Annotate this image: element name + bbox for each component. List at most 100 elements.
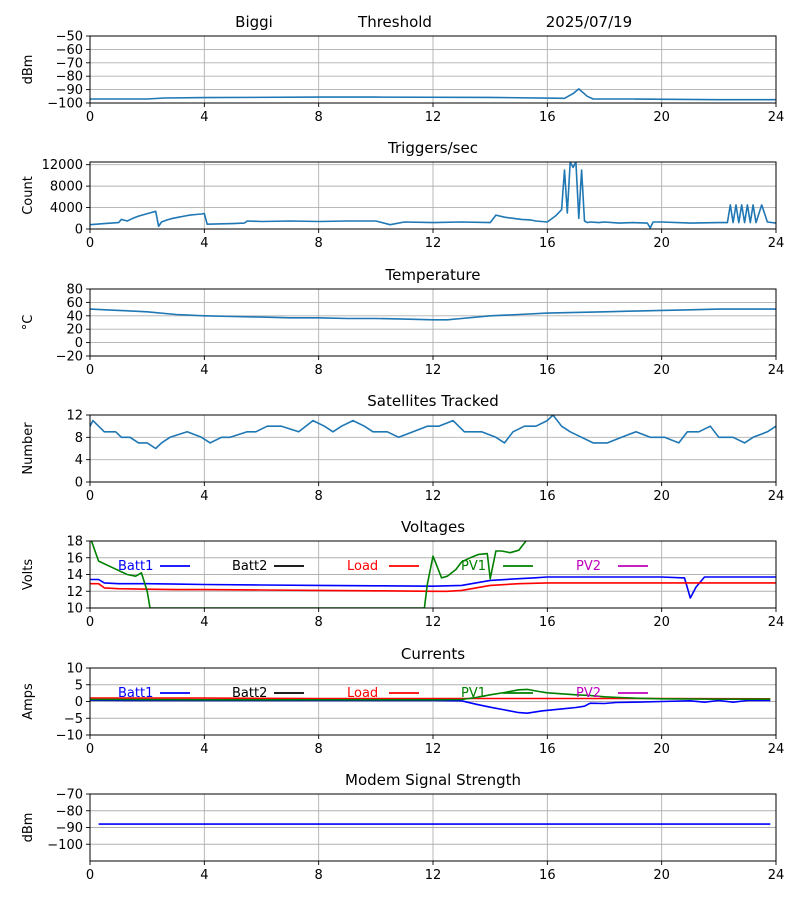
x-tick-label: 8 bbox=[315, 489, 323, 504]
x-tick-label: 12 bbox=[425, 489, 442, 504]
x-tick-label: 12 bbox=[425, 868, 442, 883]
y-tick-label: 10 bbox=[66, 662, 83, 677]
y-tick-label: −10 bbox=[56, 729, 83, 744]
x-tick-label: 16 bbox=[539, 489, 556, 504]
y-tick-label: 18 bbox=[66, 535, 83, 550]
x-tick-label: 0 bbox=[86, 615, 94, 630]
y-axis-label: Volts bbox=[21, 559, 36, 591]
x-tick-label: 12 bbox=[425, 110, 442, 125]
series-line-batt1 bbox=[90, 699, 771, 715]
y-tick-label: −50 bbox=[56, 30, 83, 45]
series-line-satellites bbox=[90, 415, 776, 450]
x-tick-label: 12 bbox=[425, 742, 442, 757]
y-tick-label: 4000 bbox=[50, 201, 83, 216]
x-tick-label: 20 bbox=[653, 236, 670, 251]
y-tick-label: 4 bbox=[75, 453, 83, 468]
x-tick-label: 8 bbox=[315, 110, 323, 125]
x-tick-label: 12 bbox=[425, 236, 442, 251]
series-line-load bbox=[90, 582, 776, 593]
x-tick-label: 24 bbox=[768, 236, 785, 251]
chart-title: Satellites Tracked bbox=[367, 392, 498, 410]
x-tick-label: 4 bbox=[200, 489, 208, 504]
x-tick-label: 24 bbox=[768, 742, 785, 757]
x-tick-label: 4 bbox=[200, 236, 208, 251]
x-tick-label: 8 bbox=[315, 868, 323, 883]
x-tick-label: 24 bbox=[768, 110, 785, 125]
y-tick-label: −20 bbox=[56, 350, 83, 365]
y-axis-label: dBm bbox=[21, 813, 36, 843]
x-tick-label: 16 bbox=[539, 236, 556, 251]
x-tick-label: 16 bbox=[539, 742, 556, 757]
y-tick-label: 0 bbox=[75, 336, 83, 351]
x-tick-label: 20 bbox=[653, 363, 670, 378]
x-tick-label: 0 bbox=[86, 489, 94, 504]
series-line-batt1 bbox=[90, 576, 776, 599]
chart-title: Triggers/sec bbox=[387, 139, 478, 157]
panel-satellites: Satellites Tracked 0 4 8 12 16 20 24 0 4 8 12 Number bbox=[21, 392, 784, 504]
y-tick-label: −90 bbox=[56, 83, 83, 98]
x-tick-label: 0 bbox=[86, 742, 94, 757]
x-tick-label: 8 bbox=[315, 363, 323, 378]
y-tick-label: −70 bbox=[56, 788, 83, 803]
y-tick-label: −100 bbox=[47, 97, 83, 112]
x-tick-label: 8 bbox=[315, 615, 323, 630]
legend-label-batt2: Batt2 bbox=[232, 559, 267, 574]
x-tick-label: 0 bbox=[86, 363, 94, 378]
y-axis-label: Number bbox=[21, 422, 36, 475]
y-tick-label: 16 bbox=[66, 551, 83, 566]
y-tick-label: 40 bbox=[66, 309, 83, 324]
x-tick-label: 20 bbox=[653, 489, 670, 504]
x-tick-label: 0 bbox=[86, 868, 94, 883]
y-tick-label: 10 bbox=[66, 602, 83, 617]
plot-frame bbox=[89, 414, 777, 483]
x-tick-label: 4 bbox=[200, 110, 208, 125]
header-date: 2025/07/19 bbox=[546, 13, 632, 31]
x-tick-label: 24 bbox=[768, 615, 785, 630]
plot-frame bbox=[89, 35, 777, 104]
y-tick-label: −70 bbox=[56, 56, 83, 71]
x-tick-label: 12 bbox=[425, 615, 442, 630]
x-tick-label: 0 bbox=[86, 110, 94, 125]
legend-label-pv2: PV2 bbox=[576, 559, 601, 574]
chart-title: Temperature bbox=[384, 266, 480, 284]
y-axis-label: Amps bbox=[21, 683, 36, 720]
y-tick-label: 20 bbox=[66, 323, 83, 338]
legend-label-batt1: Batt1 bbox=[118, 686, 153, 701]
x-tick-label: 20 bbox=[653, 615, 670, 630]
legend-label-pv2: PV2 bbox=[576, 686, 601, 701]
y-tick-label: −80 bbox=[56, 804, 83, 819]
y-tick-label: 12 bbox=[66, 409, 83, 424]
series-line-threshold bbox=[90, 88, 776, 101]
chart-panels: 0 4 8 12 16 20 24−50−60−70−80−90−100dBmTrigger… bbox=[21, 30, 784, 884]
x-tick-label: 16 bbox=[539, 363, 556, 378]
series-line-triggers bbox=[90, 162, 776, 229]
legend-label-batt1: Batt1 bbox=[118, 559, 153, 574]
y-tick-label: 12 bbox=[66, 585, 83, 600]
x-tick-label: 20 bbox=[653, 868, 670, 883]
y-axis-label: °C bbox=[21, 315, 36, 331]
y-tick-label: 0 bbox=[75, 695, 83, 710]
x-tick-label: 8 bbox=[315, 742, 323, 757]
y-tick-label: 60 bbox=[66, 296, 83, 311]
header-station: Biggi bbox=[235, 13, 273, 31]
x-tick-label: 4 bbox=[200, 615, 208, 630]
legend-label-load: Load bbox=[347, 686, 378, 701]
plot-frame bbox=[89, 793, 777, 862]
plot-frame bbox=[89, 540, 777, 609]
panel-threshold: 0 4 8 12 16 20 24 −50−60−70−80−90−100 dBm bbox=[21, 30, 784, 126]
plot-frame bbox=[89, 288, 777, 357]
chart-title: Voltages bbox=[401, 518, 465, 536]
x-tick-label: 16 bbox=[539, 615, 556, 630]
x-tick-label: 0 bbox=[86, 236, 94, 251]
legend-label-pv1: PV1 bbox=[461, 559, 486, 574]
chart-title: Modem Signal Strength bbox=[345, 771, 521, 789]
x-tick-label: 4 bbox=[200, 742, 208, 757]
chart-title: Currents bbox=[401, 645, 465, 663]
y-tick-label: −80 bbox=[56, 70, 83, 85]
y-tick-label: 14 bbox=[66, 568, 83, 583]
y-tick-label: 80 bbox=[66, 283, 83, 298]
